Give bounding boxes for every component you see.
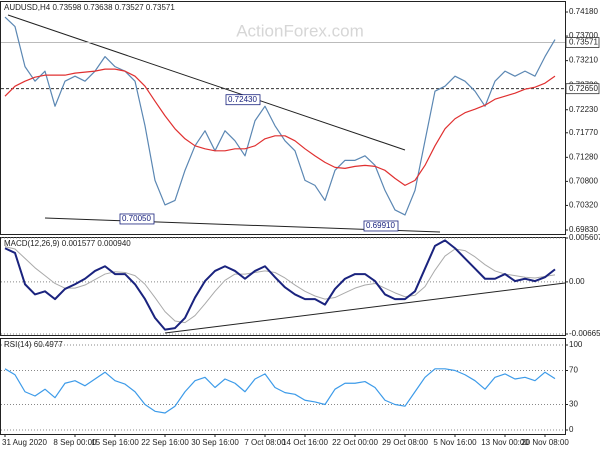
level-label: 0.73571 <box>569 38 598 47</box>
series-line <box>4 68 556 186</box>
x-tick-label: 15 Sep 16:00 <box>91 438 139 447</box>
y-tick-label: 0.00 <box>569 277 585 286</box>
x-tick-label: 20 Nov 08:00 <box>521 438 569 447</box>
y-tick-label: 70 <box>569 366 578 375</box>
price-panel <box>0 1 566 235</box>
y-tick-label: 0.70800 <box>569 176 598 185</box>
macd-title: MACD(12,26,9) 0.001577 0.000940 <box>4 239 131 248</box>
y-tick-label: 0.71770 <box>569 128 598 137</box>
y-tick-label: 0.71280 <box>569 152 598 161</box>
y-tick-label: 0.69830 <box>569 225 598 234</box>
level-label: 0.72650 <box>569 84 598 93</box>
chart-title: AUDUSD,H4 0.73598 0.73638 0.73527 0.7357… <box>4 3 175 12</box>
series-line <box>4 16 556 216</box>
annotation-box <box>363 220 399 232</box>
y-tick-label: 30 <box>569 400 578 409</box>
watermark: ActionForex.com <box>236 21 364 40</box>
x-tick-label: 5 Nov 16:00 <box>433 438 477 447</box>
series-line <box>4 368 556 414</box>
y-tick-label: 0.70320 <box>569 201 598 210</box>
x-tick-label: 31 Aug 2020 <box>2 438 47 447</box>
y-tick-label: 0.73210 <box>569 56 598 65</box>
rsi-panel <box>0 338 566 435</box>
x-tick-label: 8 Sep 00:00 <box>53 438 97 447</box>
series-line <box>4 239 556 331</box>
series-line <box>4 246 556 324</box>
annotation-box <box>225 94 261 106</box>
y-tick-label: 100 <box>569 340 583 349</box>
x-tick-label: 13 Nov 00:00 <box>481 438 529 447</box>
y-tick-label: 0.74180 <box>569 7 598 16</box>
annotation-label: 0.70050 <box>122 214 151 223</box>
level-box <box>565 83 600 95</box>
y-tick-label: 0.72230 <box>569 105 598 114</box>
x-tick-label: 22 Oct 00:00 <box>332 438 378 447</box>
trend-line <box>7 14 406 151</box>
annotation-label: 0.72430 <box>228 95 257 104</box>
y-tick-label: 0.005607 <box>569 233 600 242</box>
y-tick-label: 0.73700 <box>569 31 598 40</box>
x-tick-label: 29 Oct 08:00 <box>382 438 428 447</box>
annotation-box <box>119 213 155 225</box>
y-tick-label: 0 <box>569 425 574 434</box>
y-tick-label: -0.006656 <box>569 329 600 338</box>
rsi-title: RSI(14) 60.4977 <box>4 340 63 349</box>
annotation-label: 0.69910 <box>366 221 395 230</box>
trend-line <box>164 282 566 334</box>
x-tick-label: 30 Sep 16:00 <box>191 438 239 447</box>
level-box <box>565 37 600 48</box>
x-tick-label: 22 Sep 16:00 <box>141 438 189 447</box>
x-tick-label: 7 Oct 08:00 <box>244 438 286 447</box>
x-tick-label: 14 Oct 16:00 <box>282 438 328 447</box>
